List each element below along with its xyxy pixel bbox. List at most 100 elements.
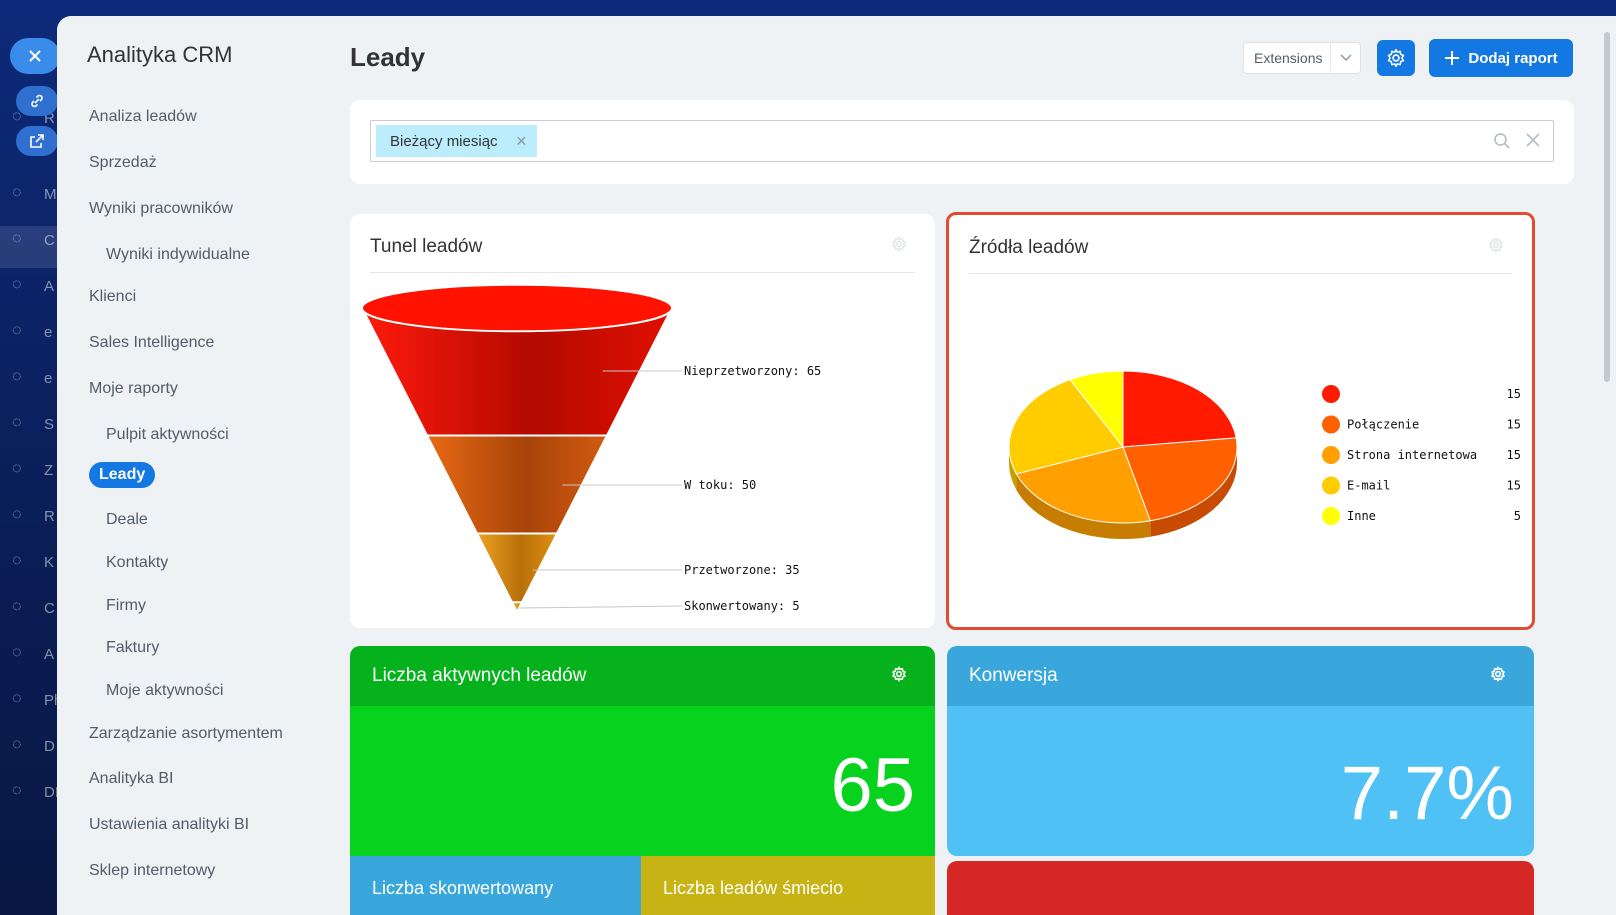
clear-filter-icon[interactable]: [1525, 132, 1541, 153]
rail-icon[interactable]: ◌: [12, 460, 22, 477]
remove-tag-icon[interactable]: ✕: [515, 132, 528, 149]
sidebar-item-klienci[interactable]: Klienci: [89, 288, 137, 305]
extensions-dropdown[interactable]: Extensions: [1243, 42, 1361, 74]
rail-icon[interactable]: ◌: [12, 552, 22, 569]
rail-label: Z: [44, 462, 54, 479]
pie-chart: 15 Połączenie 15 Strona internetowa 15 E-mail…: [1008, 370, 1521, 539]
open-new-window-button[interactable]: [16, 126, 58, 156]
sidebar-item-leady[interactable]: Leady: [89, 462, 156, 488]
funnel-chart: Nieprzetworzony: 65 W toku: 50 Przetworzon…: [360, 283, 821, 615]
background-active-row: [0, 226, 60, 268]
converted-leads-title: Liczba skonwertowany: [372, 878, 554, 898]
page-title: Leady: [350, 42, 426, 72]
sidebar-item-kontakty[interactable]: Kontakty: [106, 554, 169, 571]
legend-label: Strona internetowa: [1347, 448, 1477, 462]
rail-label: e: [44, 370, 53, 387]
legend-value: 15: [1507, 387, 1521, 401]
funnel-top-cap: [361, 283, 673, 333]
rail-label: R: [44, 508, 55, 525]
crm-analytics-panel: Analityka CRM Analiza leadów Sprzedaż Wy…: [57, 16, 1616, 915]
funnel-segment[interactable]: [425, 434, 609, 541]
funnel-segment[interactable]: [510, 601, 524, 615]
rail-label: K: [44, 554, 55, 571]
sidebar-item-moje-raporty[interactable]: Moje raporty: [89, 380, 178, 397]
sidebar-item-faktury[interactable]: Faktury: [106, 639, 160, 656]
widget-gear-icon[interactable]: [891, 236, 907, 257]
rail-icon[interactable]: ◌: [12, 322, 22, 339]
chevron-down-icon[interactable]: [1330, 43, 1360, 73]
funnel-data-label: Nieprzetworzony: 65: [684, 364, 821, 378]
add-report-button[interactable]: Dodaj raport: [1429, 39, 1573, 77]
rail-icon[interactable]: ◌: [12, 782, 22, 799]
sidebar-item-moje-aktywnosci[interactable]: Moje aktywności: [106, 682, 224, 699]
funnel-label-connector: [518, 605, 683, 609]
sidebar-item-analiza-leadow[interactable]: Analiza leadów: [89, 108, 197, 125]
filter-input[interactable]: Bieżący miesiąc ✕: [370, 120, 1554, 162]
sidebar-item-sales-intelligence[interactable]: Sales Intelligence: [89, 334, 215, 351]
rail-icon[interactable]: ◌: [12, 598, 22, 615]
rail-label: S: [44, 416, 55, 433]
pie-slice[interactable]: [1008, 379, 1124, 475]
search-icon[interactable]: [1493, 132, 1511, 155]
rail-label: R: [44, 110, 55, 127]
conversion-body: 7.7%: [947, 706, 1534, 856]
rail-label: e: [44, 324, 53, 341]
scrollbar[interactable]: [1604, 32, 1610, 382]
active-leads-tile: Liczba aktywnych leadów 65: [350, 646, 935, 866]
active-leads-body: 65: [350, 706, 935, 866]
legend-marker: [1322, 446, 1340, 464]
sidebar: Analityka CRM Analiza leadów Sprzedaż Wy…: [57, 16, 337, 915]
sidebar-title: Analityka CRM: [87, 42, 233, 67]
rail-icon[interactable]: ◌: [12, 736, 22, 753]
tile-gear-icon[interactable]: [891, 666, 907, 688]
sidebar-item-ustawienia-analityki-bi[interactable]: Ustawienia analityki BI: [89, 816, 250, 833]
legend-marker: [1322, 507, 1340, 525]
rail-label: DI: [44, 784, 59, 801]
rail-label: M: [44, 186, 57, 203]
pie-slice[interactable]: [1069, 370, 1124, 449]
rail-icon[interactable]: ◌: [12, 108, 22, 125]
lead-sources-widget: Źródła leadów 15 Połączenie 15 Strona inter…: [946, 212, 1535, 630]
sidebar-item-wyniki-pracownikow[interactable]: Wyniki pracowników: [89, 200, 233, 217]
sidebar-item-sprzedaz[interactable]: Sprzedaż: [89, 154, 157, 171]
rail-icon[interactable]: ◌: [12, 414, 22, 431]
sidebar-item-sklep-internetowy[interactable]: Sklep internetowy: [89, 862, 216, 879]
close-slider-button[interactable]: [10, 38, 60, 74]
sidebar-item-pulpit-aktywnosci[interactable]: Pulpit aktywności: [106, 426, 229, 443]
plus-icon: [1445, 51, 1460, 65]
tile-gear-icon[interactable]: [1490, 666, 1506, 688]
copy-link-button[interactable]: [16, 86, 58, 116]
rail-icon[interactable]: ◌: [12, 506, 22, 523]
sidebar-item-wyniki-indywidualne[interactable]: Wyniki indywidualne: [106, 246, 250, 263]
legend-value: 15: [1507, 479, 1521, 493]
rail-icon[interactable]: ◌: [12, 230, 22, 247]
filter-tag-label: Bieżący miesiąc: [390, 132, 498, 150]
sidebar-item-analityka-bi[interactable]: Analityka BI: [89, 770, 174, 787]
conversion-title: Konwersja: [969, 665, 1058, 686]
rail-label: A: [44, 278, 55, 295]
extensions-label: Extensions: [1254, 50, 1323, 66]
pie-slice[interactable]: [1122, 370, 1237, 448]
sidebar-item-firmy[interactable]: Firmy: [106, 597, 146, 614]
rail-icon[interactable]: ◌: [12, 184, 22, 201]
sidebar-item-zarzadzanie-asortymentem[interactable]: Zarządzanie asortymentem: [89, 725, 283, 742]
funnel-data-label: Skonwertowany: 5: [684, 599, 800, 613]
junk-leads-title: Liczba leadów śmiecio: [663, 878, 844, 898]
rail-icon[interactable]: ◌: [12, 368, 22, 385]
pie-slice-side: [1150, 447, 1237, 537]
settings-button[interactable]: [1377, 40, 1415, 76]
rail-icon[interactable]: ◌: [12, 644, 22, 661]
converted-leads-tile: Liczba skonwertowany: [350, 856, 641, 915]
widget-gear-icon[interactable]: [1488, 237, 1504, 258]
sidebar-item-deale[interactable]: Deale: [106, 511, 148, 528]
filter-tag[interactable]: Bieżący miesiąc ✕: [376, 125, 538, 157]
funnel-segment[interactable]: [475, 532, 559, 605]
rail-icon[interactable]: ◌: [12, 276, 22, 293]
filter-panel: Bieżący miesiąc ✕: [350, 100, 1574, 184]
legend-value: 5: [1514, 509, 1521, 523]
widget-divider: [969, 273, 1512, 274]
funnel-data-label: W toku: 50: [684, 478, 756, 492]
pie-slice[interactable]: [1122, 437, 1238, 522]
conversion-header: Konwersja: [947, 646, 1534, 706]
rail-icon[interactable]: ◌: [12, 690, 22, 707]
